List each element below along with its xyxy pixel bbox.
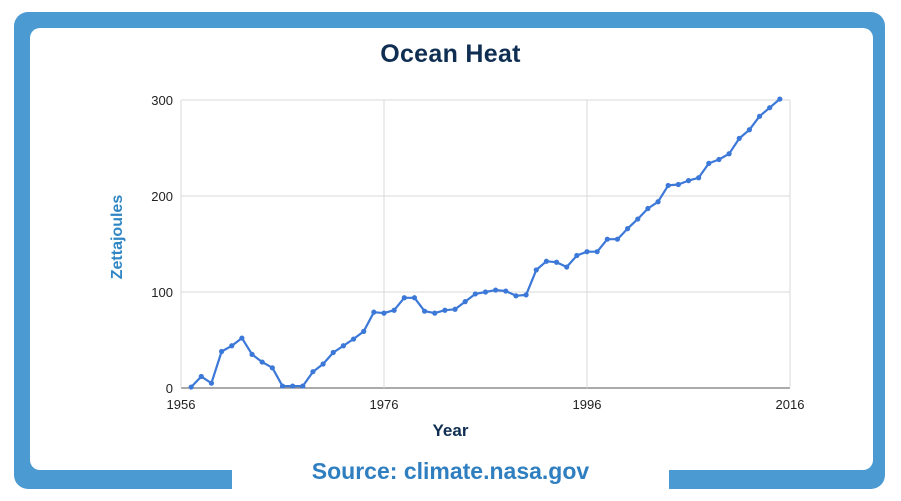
data-point bbox=[482, 289, 489, 295]
data-point bbox=[279, 383, 286, 389]
data-point bbox=[645, 205, 651, 212]
y-tick-label: 0 bbox=[166, 381, 173, 396]
data-point bbox=[442, 307, 448, 313]
y-tick-label: 300 bbox=[151, 93, 173, 108]
x-tick-label: 1976 bbox=[370, 397, 399, 412]
data-point bbox=[239, 335, 245, 341]
data-point bbox=[219, 348, 225, 355]
data-point bbox=[685, 178, 692, 184]
data-point bbox=[503, 288, 509, 294]
data-point bbox=[604, 236, 610, 242]
data-point bbox=[767, 105, 773, 111]
x-tick-label: 1956 bbox=[167, 397, 196, 412]
data-point bbox=[462, 299, 468, 305]
data-point bbox=[553, 259, 560, 265]
data-point bbox=[401, 295, 407, 301]
data-point bbox=[564, 264, 570, 270]
x-tick-label: 1996 bbox=[573, 397, 602, 412]
data-point bbox=[411, 295, 418, 301]
chart-title: Ocean Heat bbox=[380, 40, 521, 68]
data-point bbox=[736, 135, 742, 141]
data-point bbox=[665, 182, 671, 189]
data-point bbox=[361, 328, 367, 334]
data-point bbox=[726, 151, 732, 157]
data-point bbox=[746, 127, 753, 133]
x-axis-title: Year bbox=[433, 421, 469, 440]
data-point bbox=[310, 369, 316, 375]
data-point bbox=[716, 156, 722, 163]
data-point bbox=[391, 307, 397, 313]
data-point bbox=[696, 175, 702, 181]
data-point bbox=[594, 249, 600, 255]
data-point bbox=[614, 236, 621, 242]
source-banner bbox=[232, 456, 669, 501]
data-point bbox=[533, 267, 539, 273]
data-point bbox=[452, 306, 458, 312]
data-point bbox=[208, 380, 215, 386]
data-point bbox=[422, 308, 428, 314]
data-point bbox=[371, 309, 377, 315]
data-point bbox=[493, 287, 499, 293]
data-point bbox=[756, 113, 763, 119]
data-point bbox=[249, 351, 255, 357]
data-point bbox=[584, 249, 590, 255]
data-point bbox=[523, 292, 529, 298]
data-point bbox=[432, 310, 438, 316]
data-point bbox=[330, 349, 336, 356]
data-point bbox=[472, 291, 478, 297]
data-point bbox=[635, 216, 641, 222]
data-point bbox=[229, 343, 235, 349]
chart-panel bbox=[30, 28, 873, 470]
y-tick-label: 200 bbox=[151, 189, 173, 204]
data-point bbox=[574, 252, 580, 259]
data-point bbox=[675, 181, 681, 188]
data-point bbox=[188, 384, 194, 390]
x-tick-label: 2016 bbox=[776, 397, 805, 412]
data-point bbox=[269, 365, 275, 371]
data-point bbox=[381, 310, 387, 316]
series-line bbox=[190, 98, 781, 388]
source-credit: Source: climate.nasa.gov bbox=[311, 458, 590, 484]
data-point bbox=[513, 293, 519, 299]
data-point bbox=[543, 258, 550, 264]
y-axis-title: Zettajoules bbox=[109, 195, 126, 280]
data-point bbox=[259, 359, 265, 365]
data-point bbox=[290, 383, 296, 389]
data-point bbox=[625, 226, 631, 232]
data-point bbox=[655, 199, 661, 205]
data-point bbox=[340, 343, 346, 349]
data-point bbox=[777, 96, 783, 102]
data-point bbox=[300, 383, 306, 389]
data-point bbox=[198, 373, 204, 380]
data-point bbox=[320, 361, 326, 367]
data-point bbox=[350, 336, 357, 342]
y-tick-label: 100 bbox=[151, 285, 173, 300]
data-point bbox=[706, 160, 712, 166]
